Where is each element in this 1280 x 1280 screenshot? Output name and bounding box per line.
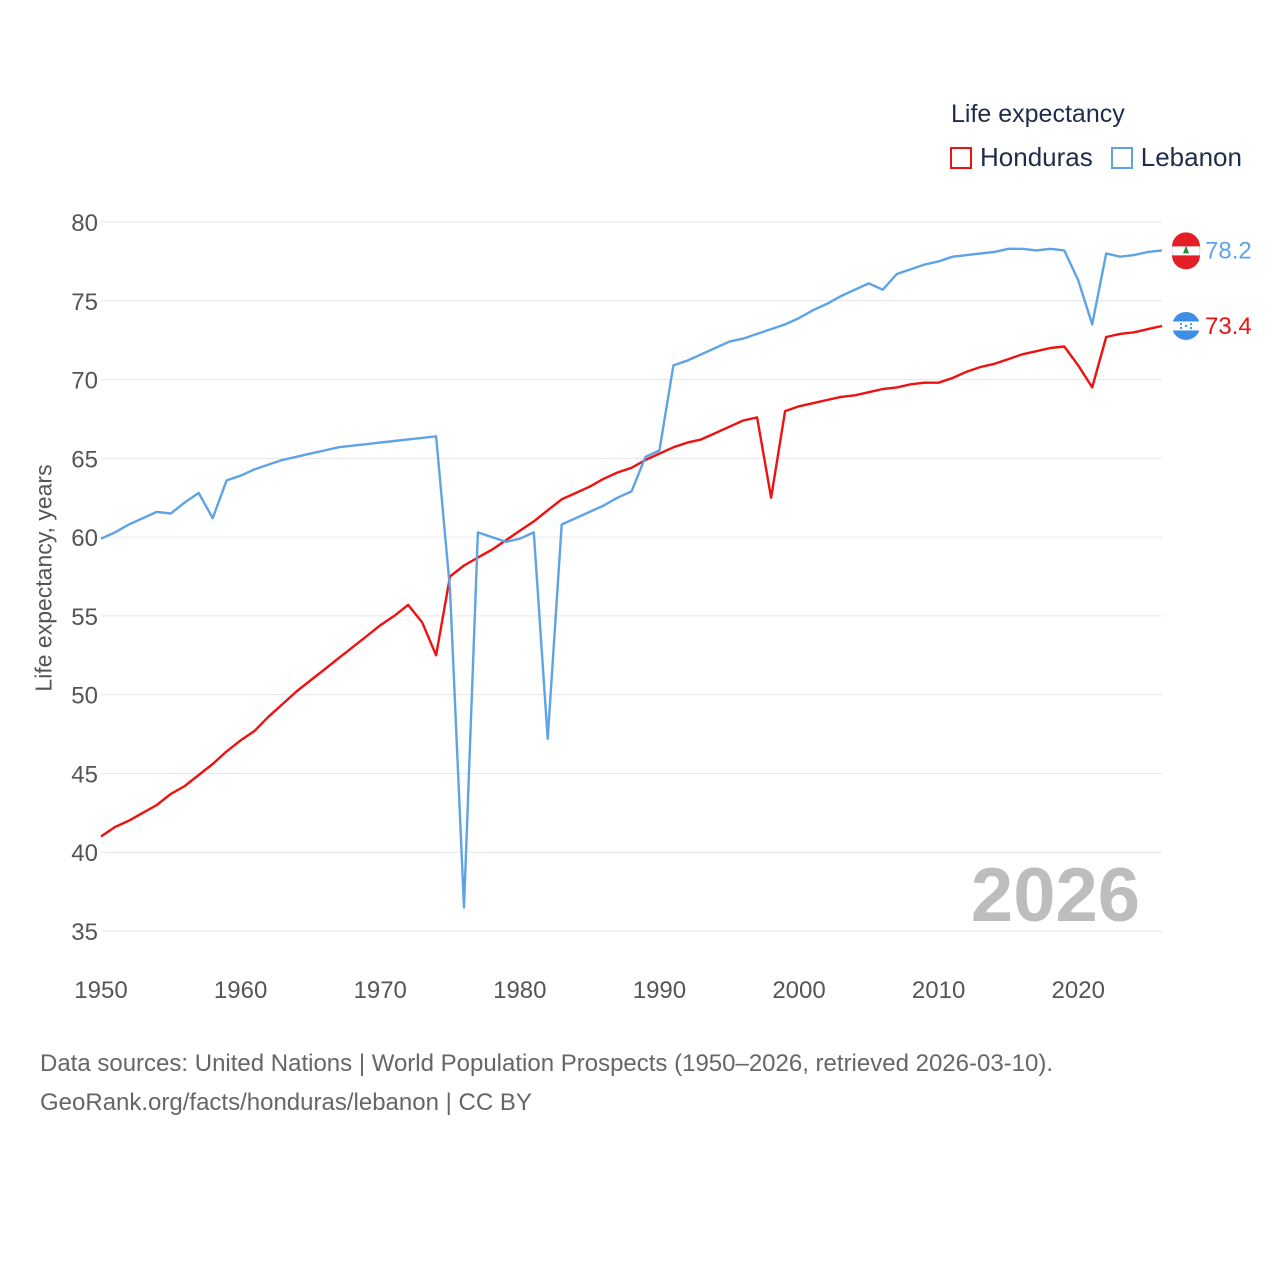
year-watermark: 2026 — [970, 853, 1140, 938]
x-tick-label: 2020 — [1052, 977, 1105, 1004]
legend-swatch-lebanon — [1110, 146, 1133, 169]
flag-honduras-star — [1189, 322, 1193, 326]
attribution-link[interactable]: GeoRank.org/facts/honduras/lebanon | CC … — [40, 1089, 532, 1116]
y-tick-label: 45 — [71, 761, 98, 788]
x-tick-label: 2010 — [912, 977, 965, 1004]
flag-honduras-star — [1179, 322, 1183, 326]
x-tick-label: 1970 — [354, 977, 407, 1004]
y-tick-label: 75 — [71, 289, 98, 316]
y-tick-label: 35 — [71, 919, 98, 946]
flag-lebanon-cedar — [1183, 245, 1189, 254]
flag-lebanon-top-stripe — [1172, 232, 1200, 247]
x-tick-label: 1990 — [633, 977, 686, 1004]
flag-honduras-star — [1184, 324, 1188, 328]
footer: Data sources: United Nations | World Pop… — [40, 1044, 1053, 1122]
legend-title: Life expectancy — [951, 100, 1125, 128]
flag-honduras-star — [1189, 326, 1193, 330]
legend-item-lebanon[interactable]: Lebanon — [1110, 142, 1242, 173]
y-tick-label: 55 — [71, 604, 98, 631]
legend-item-honduras[interactable]: Honduras — [950, 142, 1093, 173]
series-line-lebanon — [100, 247, 1163, 909]
legend: Honduras Lebanon — [950, 142, 1260, 173]
y-tick-label: 40 — [71, 840, 98, 867]
end-value-label-lebanon: 78.2 — [1205, 237, 1252, 264]
legend-swatch-honduras — [950, 146, 972, 169]
y-tick-label: 80 — [71, 210, 98, 237]
x-tick-label: 1960 — [214, 977, 267, 1004]
legend-label-lebanon: Lebanon — [1140, 142, 1242, 172]
x-tick-label: 2000 — [772, 977, 825, 1004]
x-tick-label: 1980 — [493, 977, 546, 1004]
series-line-honduras — [100, 324, 1163, 838]
y-tick-label: 70 — [71, 368, 98, 395]
flag-lebanon-bottom-stripe — [1172, 255, 1200, 270]
end-value-label-honduras: 73.4 — [1205, 313, 1252, 340]
x-tick-label: 1950 — [74, 977, 127, 1004]
y-tick-label: 60 — [71, 525, 98, 552]
y-tick-label: 50 — [71, 683, 98, 710]
data-source-text: Data sources: United Nations | World Pop… — [40, 1050, 1054, 1077]
legend-label-honduras: Honduras — [980, 142, 1093, 172]
y-tick-label: 65 — [71, 446, 98, 473]
flag-honduras-star — [1179, 326, 1183, 330]
